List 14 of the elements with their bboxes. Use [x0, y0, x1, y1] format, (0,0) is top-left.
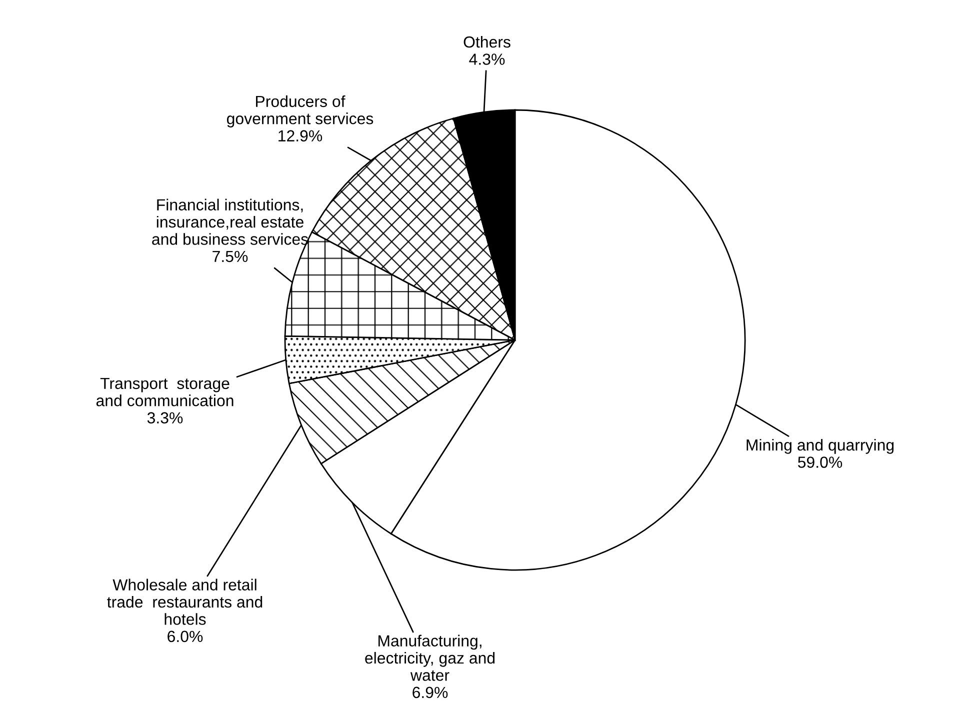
- data-label: 6.0%: [168, 630, 203, 642]
- slice-label: Manufacturing, electricity, gaz and water: [365, 634, 495, 681]
- data-label: 59.0%: [798, 456, 842, 468]
- slice-label: Wholesale and retail trade restaurants and hotels: [107, 578, 262, 625]
- data-label: 12.9%: [278, 130, 322, 142]
- data-label: 3.3%: [147, 412, 183, 424]
- slice-label: Producers of government services: [226, 95, 374, 128]
- slice-label: Transport storage and communication: [96, 378, 234, 406]
- slice-label: Financial institutions, insurance,real estate and business services: [152, 198, 308, 245]
- data-label: 4.3%: [469, 54, 505, 65]
- slice-label: Mining and quarrying: [746, 438, 894, 454]
- data-label: 7.5%: [212, 250, 248, 262]
- slice-label: Others: [464, 36, 510, 48]
- data-label: 6.9%: [412, 686, 448, 698]
